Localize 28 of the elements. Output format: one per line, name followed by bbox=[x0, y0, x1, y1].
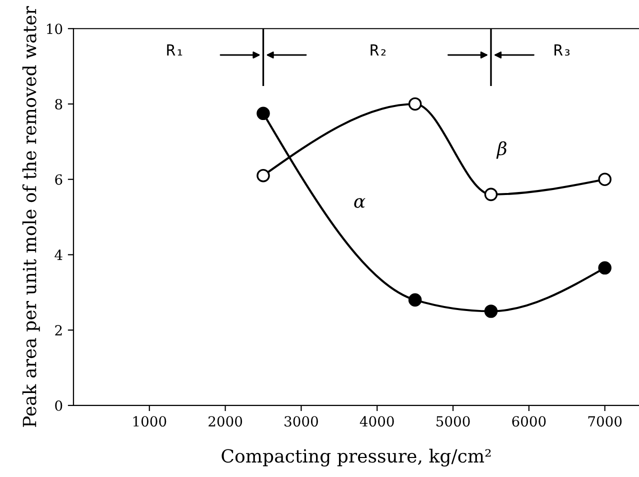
point bbox=[598, 261, 612, 275]
x-tick-label: 4000 bbox=[360, 416, 394, 427]
y-tick-label: 10 bbox=[47, 24, 62, 34]
annotation: R₂ bbox=[370, 44, 386, 56]
x-tick-label: 7000 bbox=[588, 416, 622, 427]
y-tick-label: 4 bbox=[54, 250, 62, 260]
y-tick-label: 0 bbox=[55, 400, 62, 411]
series-label: α bbox=[354, 198, 366, 208]
point bbox=[598, 172, 612, 186]
y-axis-title: Peak area per unit mole of the removed water bbox=[22, 6, 40, 427]
y-tick-label: 2 bbox=[55, 325, 62, 336]
y-tick-label: 6 bbox=[55, 174, 62, 185]
annotation: R₃ bbox=[554, 44, 570, 56]
point bbox=[484, 188, 498, 202]
x-tick-label: 3000 bbox=[284, 416, 318, 427]
point bbox=[408, 97, 422, 111]
annotation: R₁ bbox=[167, 44, 182, 56]
point bbox=[484, 304, 498, 318]
series-label: β bbox=[496, 141, 506, 159]
y-tick-label: 8 bbox=[55, 98, 62, 110]
x-tick-label: 6000 bbox=[512, 416, 546, 427]
point bbox=[408, 293, 422, 307]
point bbox=[256, 168, 270, 182]
x-tick-label: 1000 bbox=[133, 416, 166, 427]
x-tick-label: 2000 bbox=[208, 416, 242, 427]
x-tick-label: 5000 bbox=[436, 416, 470, 427]
point bbox=[256, 106, 270, 120]
x-axis-title: Compacting pressure, kg/cm² bbox=[222, 448, 491, 466]
